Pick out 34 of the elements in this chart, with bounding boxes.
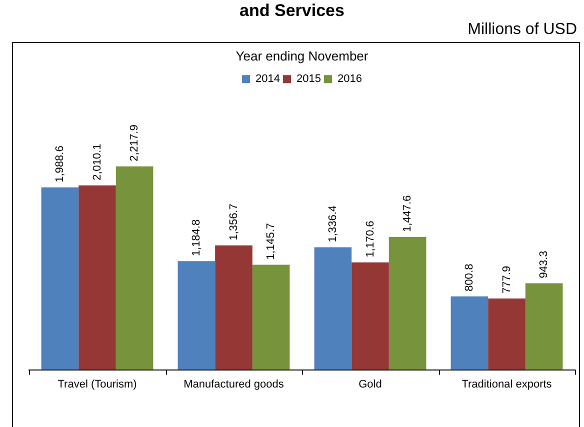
bar (488, 298, 526, 370)
data-label: 1,170.6 (364, 220, 376, 258)
data-label: 1,447.6 (402, 195, 414, 232)
chart-title: and Services (238, 1, 346, 21)
bar (215, 245, 252, 370)
data-label: 777.9 (500, 266, 513, 294)
data-label: 1,145.7 (265, 223, 278, 260)
x-tick-label: Traditional exports (462, 378, 552, 390)
legend-label: 2015 (296, 73, 321, 86)
bar (388, 237, 426, 370)
data-label: 943.3 (538, 250, 550, 278)
bar (116, 166, 154, 370)
bar (314, 247, 352, 370)
legend-label: 2016 (337, 73, 362, 86)
data-label: 1,336.4 (326, 206, 339, 242)
data-label: 1,356.7 (228, 204, 240, 240)
bar (525, 283, 563, 370)
legend-label: 2014 (256, 73, 280, 86)
bar (178, 261, 216, 370)
chart-subtitle: Year ending November (236, 48, 369, 64)
bar (450, 296, 488, 370)
bar (252, 264, 290, 370)
data-label: 1,184.8 (190, 219, 202, 256)
bar (78, 185, 116, 370)
data-label: 800.8 (463, 264, 476, 292)
bar (352, 262, 389, 370)
x-tick-label: Manufactured goods (184, 378, 284, 390)
data-label: 2,010.1 (91, 144, 104, 180)
bar (41, 187, 79, 370)
text: Millions of USD (468, 21, 577, 39)
data-label: 1,988.6 (54, 146, 66, 182)
x-tick-label: Gold (358, 378, 382, 390)
data-label: 2,217.9 (128, 124, 141, 162)
x-tick-label: Travel (Tourism) (58, 378, 137, 390)
